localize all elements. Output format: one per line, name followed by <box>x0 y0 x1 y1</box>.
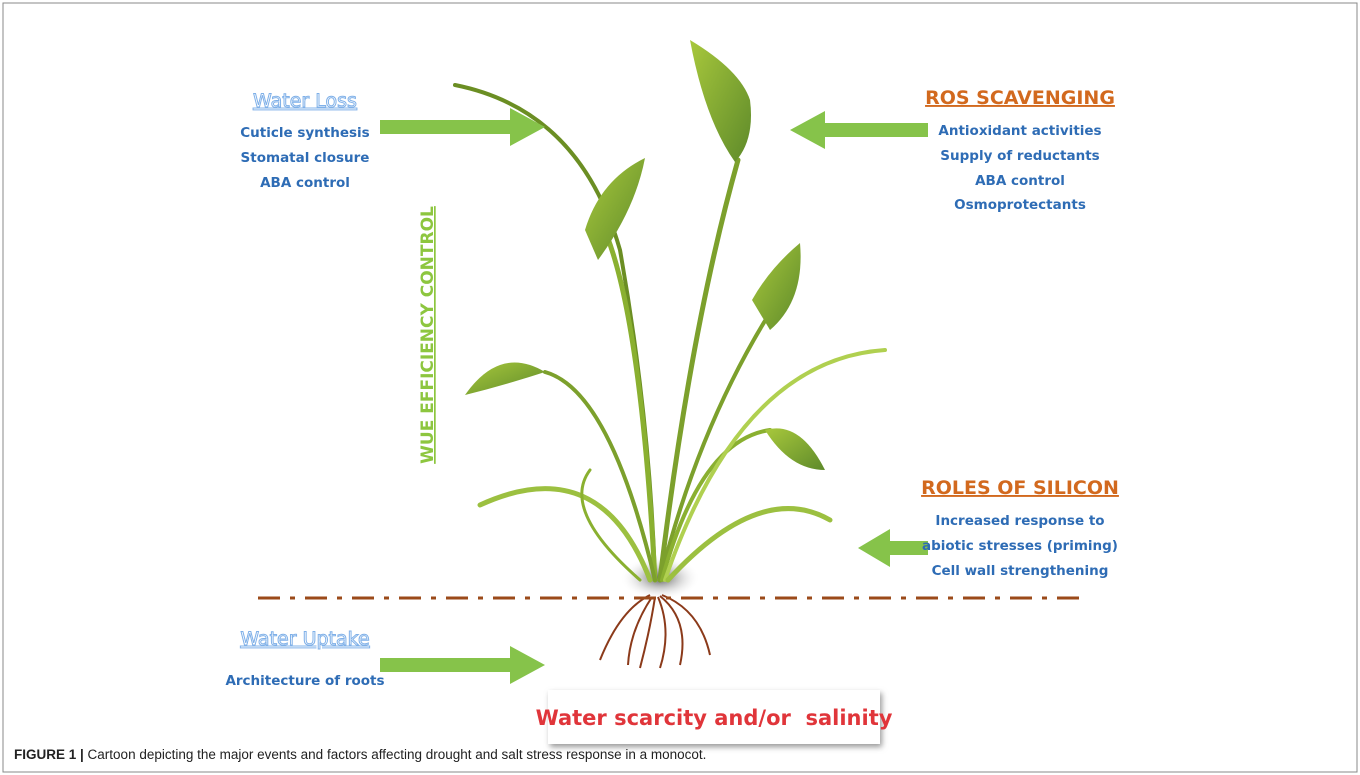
block-title: ROS SCAVENGING <box>925 87 1115 109</box>
block-item: abiotic stresses (priming) <box>922 538 1118 554</box>
block-item: Cell wall strengthening <box>932 563 1109 579</box>
block-item: Supply of reductants <box>940 148 1099 164</box>
block-item: Stomatal closure <box>241 150 370 166</box>
figure: Water Loss Cuticle synthesis Stomatal cl… <box>0 0 1360 775</box>
roots <box>600 595 710 668</box>
block-item: Cuticle synthesis <box>240 125 369 141</box>
block-item: Increased response to <box>935 513 1104 529</box>
block-title: Water Uptake <box>240 628 369 650</box>
block-item: Osmoprotectants <box>954 197 1086 213</box>
caption-text: Cartoon depicting the major events and f… <box>84 747 707 762</box>
caption-label: FIGURE 1 | <box>14 747 84 762</box>
frame <box>3 3 1357 772</box>
block-item: ABA control <box>975 173 1065 189</box>
caption: FIGURE 1 | Cartoon depicting the major e… <box>14 747 706 762</box>
block-item: Antioxidant activities <box>938 123 1101 139</box>
block-item: ABA control <box>260 175 350 191</box>
vertical-label: WUE EFFICIENCY CONTROL <box>418 206 438 464</box>
block-item: Architecture of roots <box>225 673 384 689</box>
bottom-label: Water scarcity and/or salinity <box>536 706 893 730</box>
block-title: ROLES OF SILICON <box>921 477 1119 499</box>
block-title: Water Loss <box>253 90 357 112</box>
